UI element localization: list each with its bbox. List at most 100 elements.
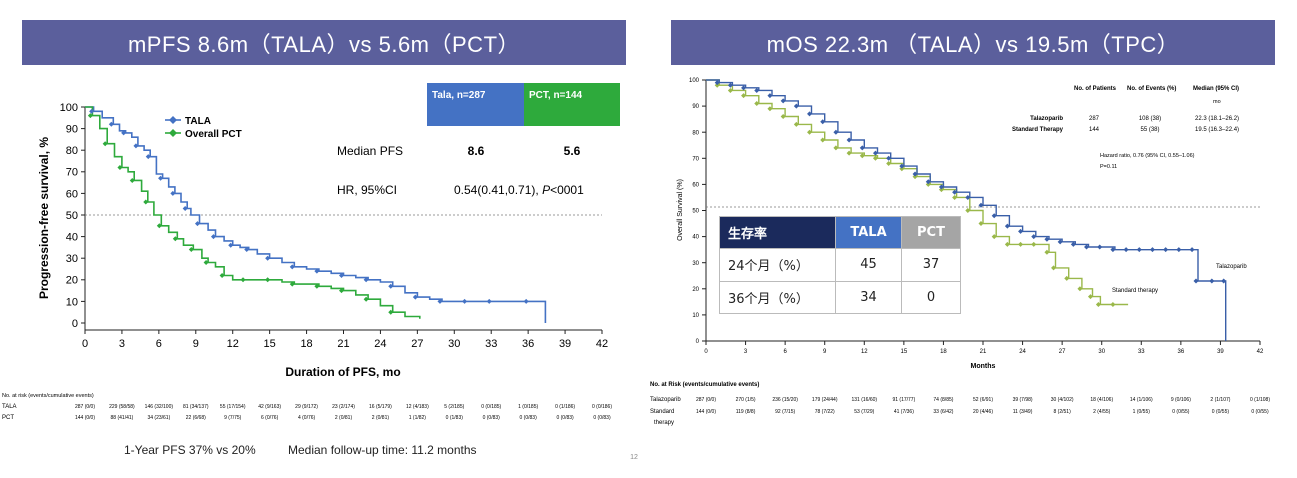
hr-label: HR, 95%CI — [337, 183, 397, 197]
os-tala-censor-mark — [872, 150, 878, 156]
pfs-tala-at-risk-cell: 5 (2/185) — [444, 404, 464, 410]
os-tala-at-risk-cell: 14 (1/106) — [1130, 397, 1153, 403]
hr-p-value: <0001 — [550, 183, 584, 197]
pfs-x-tick-label: 36 — [522, 338, 534, 350]
os-x-tick-label: 36 — [1178, 349, 1185, 355]
os-std-censor-mark — [938, 187, 944, 193]
pfs-banner: mPFS 8.6m（TALA）vs 5.6m（PCT） — [22, 20, 626, 65]
os-std-at-risk-cell: 144 (0/0) — [696, 409, 716, 415]
pfs-x-tick-label: 6 — [156, 338, 162, 350]
pfs-tala-censor-mark — [363, 277, 369, 283]
os-tala-at-risk-cell: 131 (16/60) — [851, 397, 877, 403]
pfs-y-ticks: 0 10 20 30 40 50 60 70 80 90 100 — [60, 102, 85, 330]
os-std-censor-mark — [886, 161, 892, 167]
os-std-censor-mark — [1004, 241, 1010, 247]
os-tala-censor-mark — [846, 137, 852, 143]
os-standard-curve-label: Standard therapy — [1112, 288, 1158, 294]
os-tala-censor-mark — [1084, 244, 1090, 250]
os-std-censor-mark — [754, 100, 760, 106]
os-std-censor-mark — [1087, 294, 1093, 300]
os-tala-censor-mark — [938, 184, 944, 190]
os-std-censor-mark — [1110, 301, 1116, 307]
os-row-tala-median: 22.3 (18.1–26.2) — [1195, 116, 1239, 122]
hr-ci: 0.54(0.41,0.71), — [454, 183, 542, 197]
os-tala-censor-mark — [727, 82, 733, 88]
pfs-pct-censor-mark — [219, 272, 225, 278]
os-row-tala-patients: 287 — [1089, 116, 1100, 122]
os-tala-at-risk-cell: 287 (0/0) — [696, 397, 716, 403]
os-summary-table: No. of Patients No. of Events (%) Median… — [1012, 86, 1239, 170]
pfs-tala-censor-mark — [462, 298, 468, 304]
os-y-tick-label: 100 — [689, 78, 700, 84]
pfs-tala-at-risk-cell: 42 (9/163) — [258, 404, 281, 410]
os-tala-censor-mark — [1070, 241, 1076, 247]
os-std-censor-mark — [912, 174, 918, 180]
os-hazard-ratio: Hazard ratio, 0.76 (95% CI, 0.55–1.06) — [1100, 153, 1195, 159]
pfs-tala-at-risk-cell: 55 (17/154) — [220, 404, 246, 410]
os-at-risk-std-label: Standard — [650, 409, 674, 415]
pfs-tala-censor-mark — [121, 130, 127, 136]
os-y-tick-label: 80 — [692, 130, 699, 136]
hr-value: 0.54(0.41,0.71), P<0001 — [454, 183, 584, 197]
pfs-y-tick-label: 10 — [66, 296, 78, 308]
pfs-at-risk-tala-label: TALA — [2, 404, 17, 410]
os-tala-censor-mark — [912, 171, 918, 177]
os-tala-censor-mark — [1110, 247, 1116, 253]
pfs-y-axis-label: Progression-free survival, % — [37, 137, 51, 299]
os-tala-censor-mark — [820, 119, 826, 125]
os-std-censor-mark — [1064, 275, 1070, 281]
os-std-censor-mark — [714, 82, 720, 88]
pct-n-label: PCT, n=144 — [529, 90, 583, 101]
pfs-y-tick-label: 20 — [66, 275, 78, 287]
os-tala-censor-mark — [1097, 244, 1103, 250]
os-std-censor-mark — [1095, 301, 1101, 307]
os-std-censor-mark — [727, 87, 733, 93]
os-tala-censor-mark — [1123, 247, 1129, 253]
pfs-tala-censor-mark — [523, 298, 529, 304]
pfs-pct-censor-mark — [172, 236, 178, 242]
pfs-x-tick-label: 33 — [485, 338, 497, 350]
os-y-tick-label: 20 — [692, 287, 699, 293]
pfs-pct-censor-mark — [339, 288, 344, 294]
pfs-tala-censor-mark — [170, 190, 176, 196]
os-x-tick-label: 15 — [901, 349, 908, 355]
pfs-tala-censor-mark — [339, 272, 344, 278]
pfs-pct-censor-mark — [87, 113, 93, 119]
os-tala-censor-mark — [1031, 234, 1037, 240]
os-x-tick-label: 30 — [1098, 349, 1105, 355]
survival-row-24m-tala: 45 — [835, 248, 902, 282]
pfs-tala-censor-mark — [182, 206, 188, 212]
os-std-censor-mark — [1018, 241, 1024, 247]
os-col-median-unit: mo — [1213, 99, 1221, 105]
os-x-tick-label: 33 — [1138, 349, 1145, 355]
os-tala-censor-mark — [886, 155, 892, 161]
os-x-tick-label: 18 — [940, 349, 947, 355]
os-tala-at-risk-cell: 179 (24/44) — [812, 397, 838, 403]
os-tala-censor-mark — [1149, 247, 1155, 253]
os-tala-censor-mark — [741, 85, 747, 91]
os-std-at-risk-cell: 53 (7/29) — [854, 409, 874, 415]
pfs-pct-at-risk-cell: 0 (1/83) — [446, 415, 464, 421]
survival-table-header: 生存率 TALA PCT — [719, 215, 961, 250]
pfs-pct-censor-mark — [129, 177, 135, 183]
os-tala-at-risk-cell: 30 (4/102) — [1051, 397, 1074, 403]
survival-row-36m-label: 36个月（%） — [719, 280, 836, 315]
os-std-censor-mark — [925, 181, 931, 187]
pfs-pct-censor-mark — [156, 223, 162, 229]
slide-number: 12 — [630, 454, 638, 461]
os-col-patients: No. of Patients — [1074, 86, 1117, 92]
pfs-x-tick-label: 12 — [227, 338, 239, 350]
os-tala-censor-mark — [1044, 236, 1050, 242]
os-tala-censor-mark — [1209, 278, 1215, 284]
os-std-at-risk-cell: 119 (8/8) — [736, 409, 756, 415]
os-tala-at-risk-cell: 74 (8/85) — [933, 397, 953, 403]
pfs-legend: TALA Overall PCT — [165, 116, 242, 140]
pfs-pct-at-risk-cell: 2 (0/81) — [372, 415, 390, 421]
pfs-pct-at-risk-cell: 22 (6/68) — [186, 415, 206, 421]
pfs-pct-at-risk-cell: 4 (0/76) — [298, 415, 316, 421]
pfs-x-tick-label: 9 — [193, 338, 199, 350]
os-y-tick-label: 40 — [692, 235, 699, 241]
pfs-tala-censor-marks — [89, 108, 529, 304]
